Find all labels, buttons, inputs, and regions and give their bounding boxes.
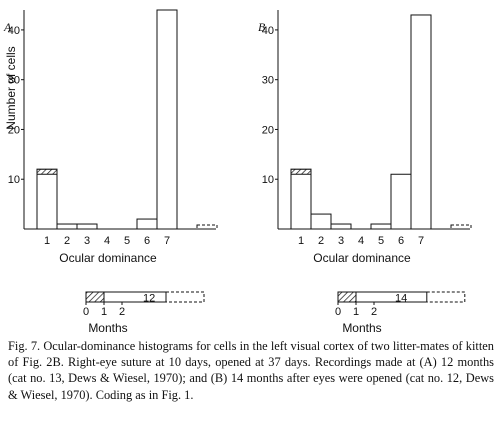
panel-b-ytick-label: 10 bbox=[262, 174, 274, 186]
panel-b-xtick-label: 3 bbox=[338, 235, 344, 247]
panel-b-xtick-label: 6 bbox=[398, 235, 404, 247]
panel-b-bars bbox=[290, 14, 472, 230]
panel-b: B 10 20 30 40 1 2 3 4 5 6 7 Ocular domin… bbox=[258, 10, 472, 335]
panel-a-bar-hatched bbox=[36, 168, 58, 175]
panel-b-timeline-dashed-extension bbox=[426, 291, 466, 303]
panel-a-y-ticks: 10 20 30 40 bbox=[8, 25, 24, 186]
panel-a-ylabel: Number of cells bbox=[4, 46, 18, 129]
panel-b-bar bbox=[370, 223, 392, 230]
panel-a-ytick-label: 10 bbox=[8, 174, 20, 186]
panel-a-timeline-bar-label: 12 bbox=[143, 293, 155, 305]
panel-b-bar bbox=[290, 168, 312, 230]
panel-a-timeline-dashed-extension bbox=[166, 291, 205, 303]
panel-b-bar bbox=[330, 223, 352, 230]
panel-b-ytick-label: 30 bbox=[262, 75, 274, 87]
panel-b-timeline-bar-label: 14 bbox=[395, 293, 407, 305]
panel-a-bars bbox=[36, 9, 218, 230]
panel-a-timeline-tick-label: 2 bbox=[119, 306, 125, 318]
panel-b-xtick-label: 5 bbox=[378, 235, 384, 247]
panel-b-xlabel: Ocular dominance bbox=[313, 251, 411, 265]
panel-b-y-ticks: 10 20 30 40 bbox=[262, 25, 278, 186]
panel-a-xtick-label: 3 bbox=[84, 235, 90, 247]
panel-b-timeline-tick-label: 0 bbox=[335, 306, 341, 318]
panel-b-timeline-xlabel: Months bbox=[342, 321, 381, 335]
panel-a-bar bbox=[136, 218, 158, 230]
panel-b-timeline-tick-label: 2 bbox=[371, 306, 377, 318]
panel-a-xtick-label: 1 bbox=[44, 235, 50, 247]
panel-b-bar bbox=[310, 213, 332, 230]
panel-b-timeline-hatched-segment bbox=[337, 291, 357, 303]
panel-a-ytick-label: 20 bbox=[8, 124, 20, 136]
panel-a-bar bbox=[156, 9, 178, 230]
panel-b-xtick-label: 4 bbox=[358, 235, 364, 247]
panel-b-x-ticks: 1 2 3 4 5 6 7 bbox=[298, 235, 424, 247]
panel-a-xtick-label: 6 bbox=[144, 235, 150, 247]
panel-b-bar bbox=[410, 14, 432, 230]
panel-a-xtick-label: 2 bbox=[64, 235, 70, 247]
panel-a-xtick-label: 7 bbox=[164, 235, 170, 247]
panel-a-ytick-label: 40 bbox=[8, 25, 20, 37]
panel-b-timeline: 14 0 1 2 Months bbox=[335, 291, 466, 335]
panel-b-bar-hatched bbox=[290, 168, 312, 175]
panel-a-letter: A bbox=[3, 20, 12, 34]
panel-a-timeline: 12 0 1 2 Months bbox=[83, 291, 205, 335]
panel-a-timeline-tick-label: 1 bbox=[101, 306, 107, 318]
panel-a-timeline-tick-label: 0 bbox=[83, 306, 89, 318]
panel-a-ytick-label: 30 bbox=[8, 75, 20, 87]
panel-a: A Number of cells 10 20 30 40 1 2 3 4 5 … bbox=[3, 9, 218, 335]
panel-b-ytick-label: 40 bbox=[262, 25, 274, 37]
panel-b-timeline-tick-label: 1 bbox=[353, 306, 359, 318]
panel-a-xtick-label: 4 bbox=[104, 235, 110, 247]
panel-b-bar bbox=[390, 173, 412, 230]
panel-b-ytick-label: 20 bbox=[262, 124, 274, 136]
figure-caption: Fig. 7. Ocular-dominance histograms for … bbox=[8, 339, 494, 402]
panel-a-bar bbox=[36, 168, 58, 230]
panel-a-bar bbox=[76, 223, 98, 230]
panel-a-bar bbox=[56, 223, 78, 230]
panel-a-dashed-bin bbox=[196, 224, 218, 230]
panel-b-xtick-label: 7 bbox=[418, 235, 424, 247]
panel-b-xtick-label: 1 bbox=[298, 235, 304, 247]
panel-b-dashed-bin bbox=[450, 224, 472, 230]
panel-a-x-ticks: 1 2 3 4 5 6 7 bbox=[44, 235, 170, 247]
panel-b-xtick-label: 2 bbox=[318, 235, 324, 247]
panel-b-letter: B bbox=[258, 20, 266, 34]
panel-a-timeline-hatched-segment bbox=[85, 291, 105, 303]
panel-a-timeline-xlabel: Months bbox=[88, 321, 127, 335]
panel-a-xlabel: Ocular dominance bbox=[59, 251, 157, 265]
panel-a-xtick-label: 5 bbox=[124, 235, 130, 247]
